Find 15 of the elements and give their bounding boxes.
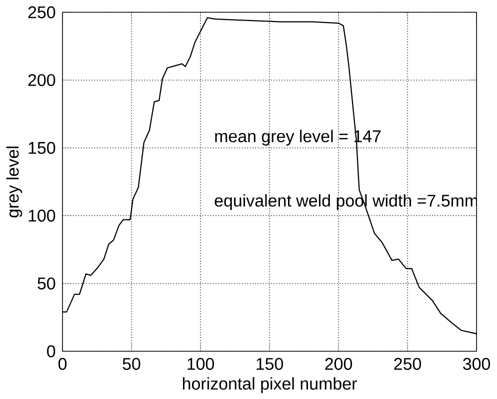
x-tick-label: 50 bbox=[122, 358, 140, 370]
y-tick-label: 150 bbox=[28, 142, 56, 154]
x-tick-label: 200 bbox=[325, 358, 352, 370]
y-tick-label: 0 bbox=[47, 345, 56, 358]
y-tick-label: 100 bbox=[28, 210, 56, 222]
y-tick-label: 200 bbox=[28, 74, 56, 86]
x-tick-label: 300 bbox=[463, 358, 490, 370]
y-tick-label: 50 bbox=[38, 277, 56, 290]
x-tick-label: 150 bbox=[256, 358, 284, 370]
x-tick-label: 100 bbox=[188, 358, 214, 370]
y-axis-title: grey level bbox=[6, 146, 22, 218]
x-axis-title: horizontal pixel number bbox=[182, 377, 357, 393]
x-tick-label: 0 bbox=[58, 358, 67, 370]
y-tick-label: 250 bbox=[28, 6, 56, 18]
x-tick-label: 250 bbox=[394, 358, 422, 370]
